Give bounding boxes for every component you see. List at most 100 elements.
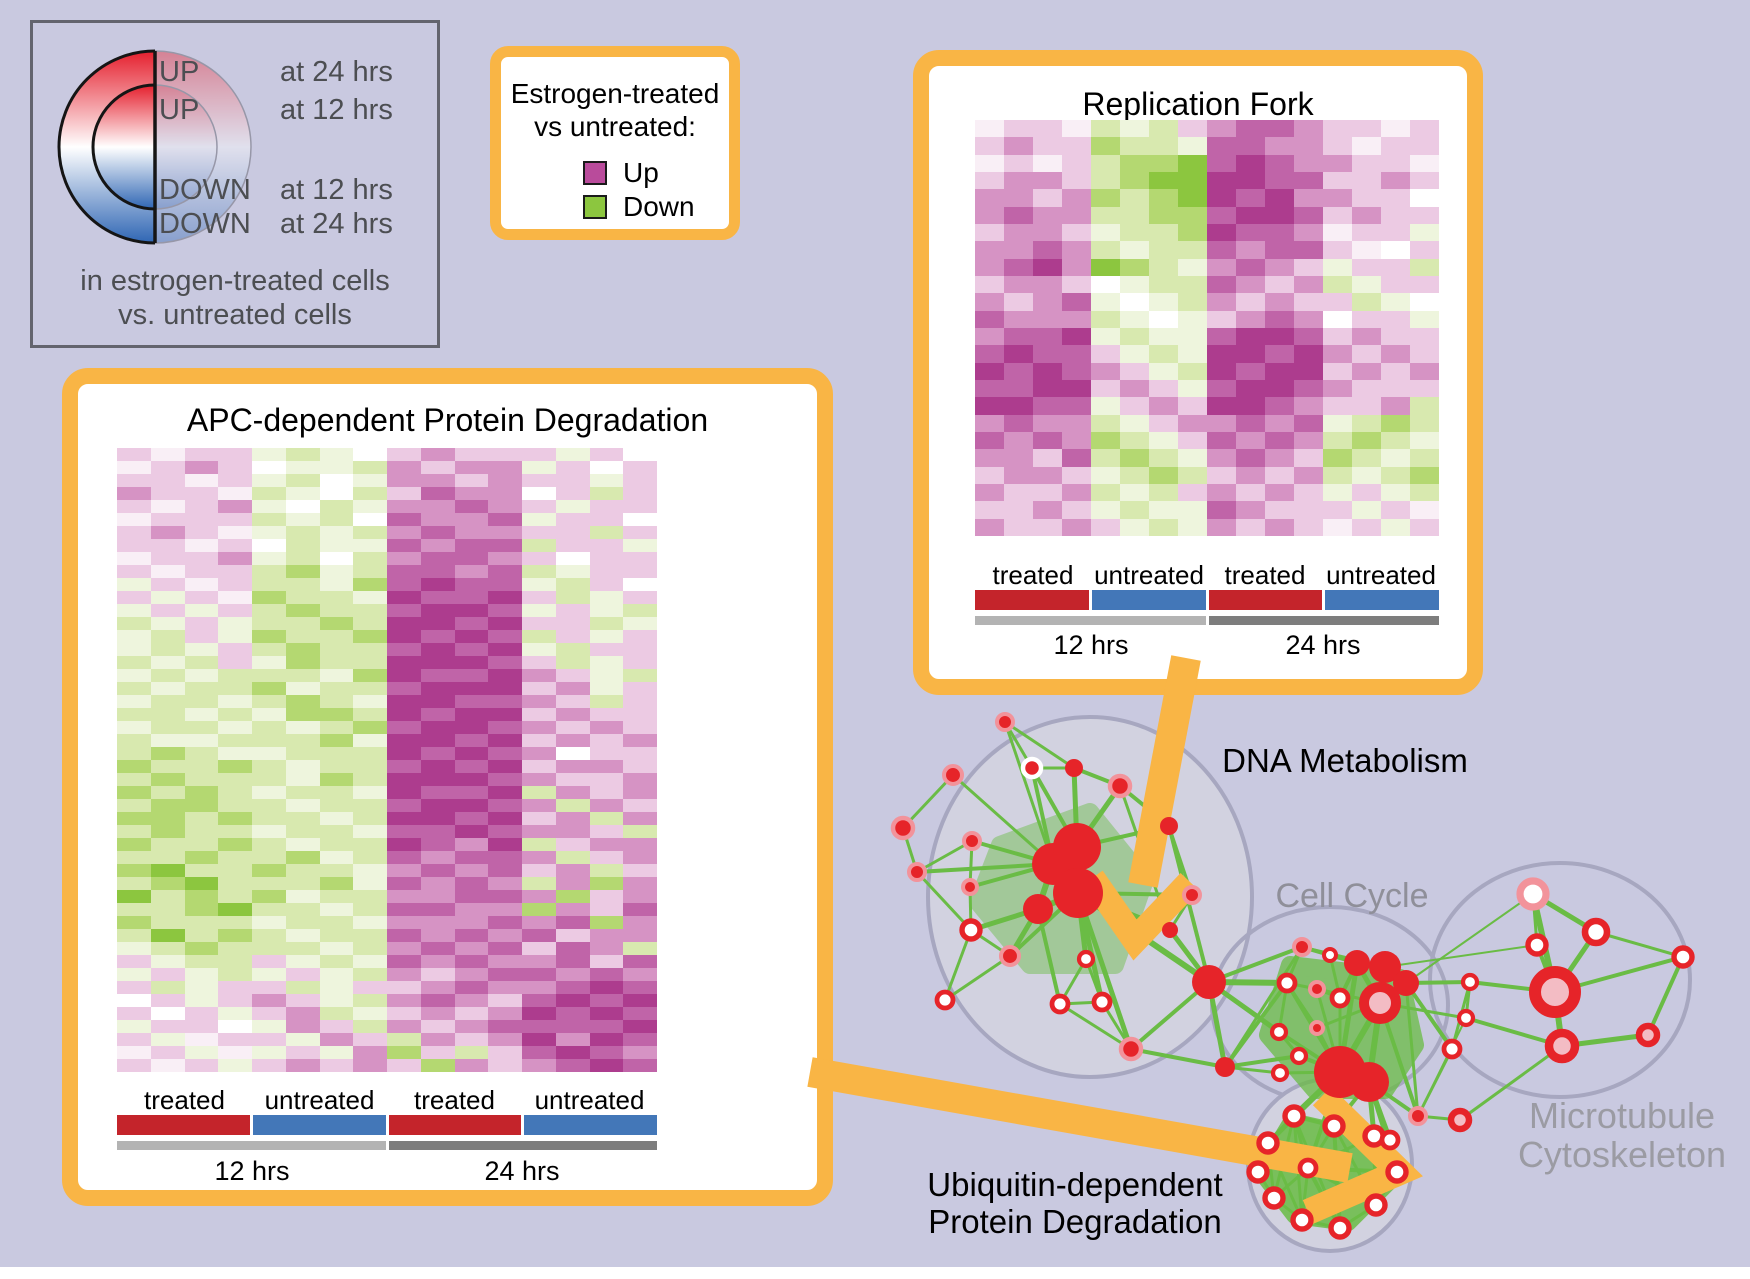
heatmap-cell — [1381, 154, 1410, 172]
heatmap-cell — [150, 682, 185, 695]
heatmap-cell — [1323, 189, 1352, 207]
heatmap-cell — [353, 929, 387, 942]
heatmap-cell — [522, 903, 556, 916]
heatmap-cell — [1207, 224, 1236, 242]
network-edge — [1100, 1001, 1133, 1050]
heatmap-cell — [454, 799, 489, 812]
network-node-rW — [1322, 1114, 1346, 1138]
heatmap-cell — [117, 968, 151, 981]
heatmap-cell — [1004, 397, 1033, 415]
heatmap-cell — [252, 500, 286, 513]
heatmap-cell — [975, 154, 1004, 172]
heatmap-cell — [1062, 120, 1091, 138]
network-edge — [1059, 1002, 1132, 1051]
heatmap-cell — [522, 539, 556, 552]
heatmap-cell — [285, 500, 320, 513]
heatmap-cell — [319, 578, 354, 591]
heatmap-cell — [184, 695, 219, 708]
heatmap-cell — [150, 903, 185, 916]
heatmap-cell — [1033, 414, 1062, 432]
heatmap-cell — [1352, 172, 1381, 190]
heatmap-cell — [1323, 224, 1352, 242]
heatmap-cell — [1410, 397, 1439, 415]
heatmap-cell — [1352, 241, 1381, 259]
heatmap-cell — [623, 968, 657, 981]
heatmap-cell — [285, 1059, 320, 1072]
heatmap-cell — [1323, 241, 1352, 259]
heatmap-cell — [623, 669, 657, 682]
heatmap-cell — [589, 890, 624, 903]
heatmap-cell — [218, 981, 252, 994]
heatmap-cell — [285, 591, 320, 604]
heatmap-cell — [1091, 206, 1120, 224]
heatmap-cell — [353, 825, 387, 838]
heatmap-cell — [184, 682, 219, 695]
heatmap-cell — [1236, 466, 1265, 484]
network-edge — [1316, 987, 1341, 1000]
network-edge — [1118, 784, 1171, 828]
heatmap-cell — [285, 1007, 320, 1020]
network-edge — [1301, 945, 1358, 965]
network-node-pR — [1292, 937, 1312, 957]
heatmap-cell — [218, 890, 252, 903]
heatmap-cell — [1149, 397, 1178, 415]
heatmap-cell — [522, 851, 556, 864]
network-edge — [1074, 784, 1123, 849]
heatmap-cell — [285, 968, 320, 981]
heatmap-cell — [1149, 172, 1178, 190]
heatmap-cell — [184, 864, 219, 877]
heatmap-cell — [1149, 380, 1178, 398]
heatmap-cell — [319, 604, 354, 617]
heatmap-cell — [623, 539, 657, 552]
heatmap-cell — [420, 1046, 455, 1059]
heatmap-cell — [1149, 224, 1178, 242]
heatmap-cell — [589, 539, 624, 552]
heatmap-cell — [252, 747, 286, 760]
heatmap-cell — [1265, 380, 1294, 398]
heatmap-cell — [454, 929, 489, 942]
heatmap-cell — [218, 812, 252, 825]
heatmap-cell — [184, 513, 219, 526]
heatmap-cell — [150, 994, 185, 1007]
heatmap-cell — [387, 877, 421, 890]
heatmap-cell — [1265, 484, 1294, 502]
heatmap-cell — [488, 942, 522, 955]
heatmap-cell — [218, 565, 252, 578]
rf-condition-bars — [975, 590, 1439, 610]
heatmap-cell — [623, 721, 657, 734]
network-node-rW — [1246, 1160, 1270, 1184]
heatmap-cell — [1004, 137, 1033, 155]
heatmap-cell — [117, 578, 151, 591]
heatmap-cell — [353, 994, 387, 1007]
heatmap-cell — [1004, 501, 1033, 519]
network-node-rW — [1262, 1186, 1286, 1210]
heatmap-cell — [252, 994, 286, 1007]
network-edge — [1075, 892, 1089, 960]
heatmap-cell — [1294, 224, 1323, 242]
heatmap-cell — [117, 734, 151, 747]
heatmap-cell — [975, 172, 1004, 190]
heatmap-cell — [285, 734, 320, 747]
heatmap-cell — [387, 760, 421, 773]
heatmap-cell — [1178, 466, 1207, 484]
heatmap-cell — [117, 565, 151, 578]
network-edge — [1383, 964, 1408, 986]
heatmap-cell — [319, 994, 354, 1007]
network-edge — [1273, 1196, 1303, 1222]
untreated-bar — [524, 1115, 657, 1135]
heatmap-cell — [454, 968, 489, 981]
inner-left-arc — [91, 83, 156, 211]
heatmap-cell — [150, 604, 185, 617]
heatmap-cell — [184, 799, 219, 812]
heatmap-cell — [387, 838, 421, 851]
heatmap-cell — [1149, 345, 1178, 363]
network-node-rW — [1076, 949, 1096, 969]
network-edge — [1036, 890, 1080, 912]
heatmap-cell — [1265, 501, 1294, 519]
estrogen-legend-box: Estrogen-treated vs untreated: Up Down — [490, 46, 740, 240]
heatmap-cell — [555, 773, 590, 786]
heatmap-cell — [1062, 501, 1091, 519]
heatmap-cell — [1381, 466, 1410, 484]
network-edge — [1118, 785, 1172, 931]
heatmap-cell — [1323, 380, 1352, 398]
